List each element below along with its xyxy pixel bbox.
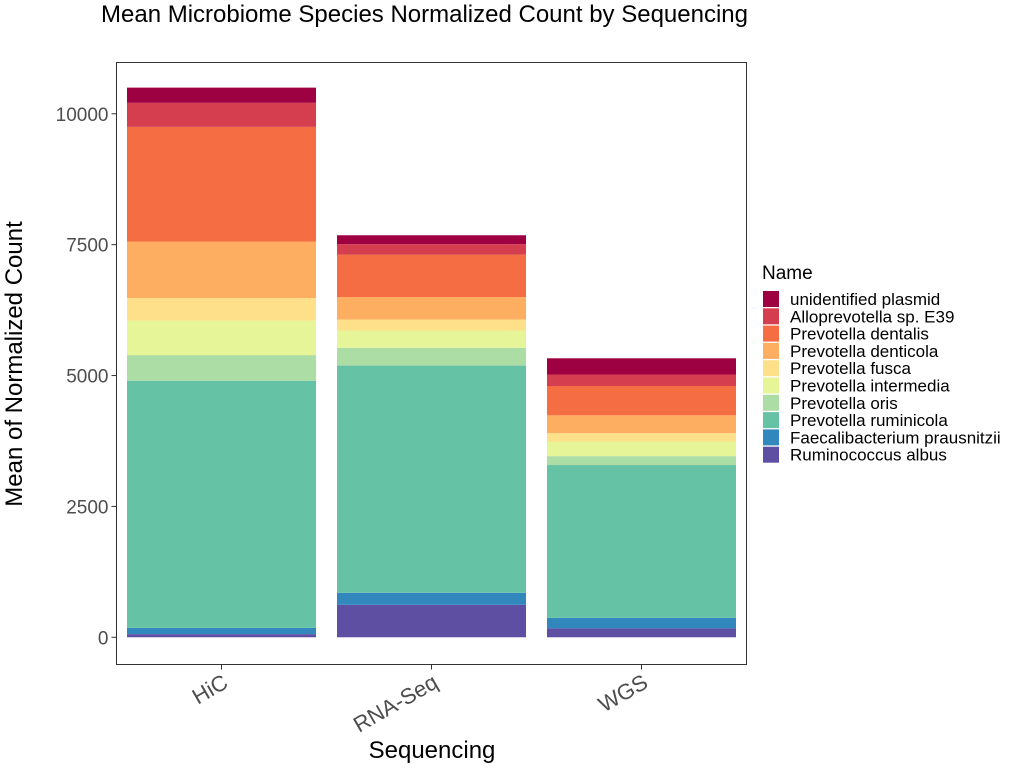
legend-label: Prevotella oris bbox=[790, 394, 898, 413]
bar-segment bbox=[127, 241, 316, 299]
legend-label: Faecalibacterium prausnitzii bbox=[790, 428, 1001, 447]
legend-label: Prevotella denticola bbox=[790, 342, 939, 361]
x-axis: HiC RNA-Seq WGS bbox=[188, 664, 652, 737]
bar-segment bbox=[547, 456, 736, 466]
bar-segment bbox=[337, 235, 526, 245]
bar-segment bbox=[127, 380, 316, 628]
bar-segment bbox=[337, 330, 526, 348]
chart-title: Mean Microbiome Species Normalized Count… bbox=[101, 1, 748, 28]
legend-swatch bbox=[763, 446, 779, 463]
y-axis-title: Mean of Normalized Count bbox=[1, 221, 28, 507]
bar-segment bbox=[127, 320, 316, 356]
legend-label: Prevotella ruminicola bbox=[790, 411, 948, 430]
bar-segment bbox=[127, 627, 316, 635]
legend-label: Prevotella fusca bbox=[790, 359, 911, 378]
bar-segment bbox=[547, 617, 736, 629]
x-tick-label: HiC bbox=[188, 669, 232, 709]
bar-segment bbox=[337, 254, 526, 298]
y-tick-label: 2500 bbox=[66, 497, 108, 518]
legend-label: Ruminococcus albus bbox=[790, 446, 947, 465]
bar-segment bbox=[547, 628, 736, 638]
bar-segment bbox=[337, 319, 526, 331]
x-tick-label: RNA-Seq bbox=[349, 669, 442, 737]
bar-segment bbox=[547, 358, 736, 375]
bar-segment bbox=[547, 415, 736, 434]
legend-swatch bbox=[763, 325, 779, 342]
legend-swatch bbox=[763, 412, 779, 429]
bar-segment bbox=[547, 374, 736, 387]
bar-segment bbox=[337, 604, 526, 638]
bar-segment bbox=[547, 433, 736, 442]
legend-label: Prevotella dentalis bbox=[790, 325, 929, 344]
bar-segment bbox=[337, 244, 526, 255]
bar-segment bbox=[127, 298, 316, 321]
legend-label: Alloprevotella sp. E39 bbox=[790, 307, 954, 326]
x-tick-label: WGS bbox=[594, 669, 652, 717]
bar-segment bbox=[127, 355, 316, 381]
legend-swatch bbox=[763, 360, 779, 377]
bar-segment bbox=[547, 465, 736, 618]
bar-segment bbox=[547, 386, 736, 416]
bar-segment bbox=[127, 634, 316, 638]
legend-swatch bbox=[763, 429, 779, 446]
legend-label: Prevotella intermedia bbox=[790, 377, 950, 396]
legend-swatch bbox=[763, 342, 779, 359]
y-tick-label: 10000 bbox=[56, 105, 109, 126]
y-tick-label: 7500 bbox=[66, 236, 108, 257]
bar-segment bbox=[547, 441, 736, 457]
legend-swatch bbox=[763, 291, 779, 307]
bar-segment bbox=[127, 126, 316, 242]
bar-segment bbox=[337, 365, 526, 593]
legend-label: unidentified plasmid bbox=[790, 290, 940, 309]
legend-swatch bbox=[763, 394, 779, 411]
bar-segment bbox=[337, 592, 526, 605]
legend-swatch bbox=[763, 377, 779, 394]
legend-swatch bbox=[763, 308, 779, 325]
x-axis-title: Sequencing bbox=[369, 737, 496, 764]
bar-segment bbox=[337, 297, 526, 320]
y-axis: 0 2500 5000 7500 10000 bbox=[56, 105, 117, 649]
bars-layer bbox=[127, 87, 736, 638]
bar-segment bbox=[127, 102, 316, 127]
y-tick-label: 0 bbox=[98, 628, 109, 649]
bar-segment bbox=[127, 87, 316, 103]
legend-title: Name bbox=[762, 263, 813, 284]
bar-segment bbox=[337, 347, 526, 366]
y-tick-label: 5000 bbox=[66, 367, 108, 388]
